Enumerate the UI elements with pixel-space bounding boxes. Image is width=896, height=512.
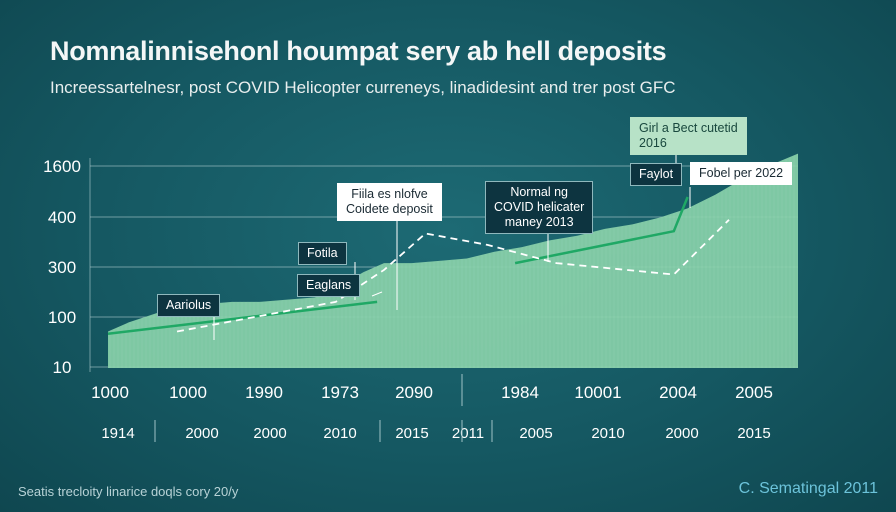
x-tick-label: 10001 [574, 383, 621, 402]
y-tick-label: 1600 [43, 157, 81, 176]
annotation-faylot: Faylot [630, 163, 683, 186]
x-tick-label: 2005 [519, 425, 552, 442]
y-tick-label: 300 [48, 258, 76, 277]
x-tick-label: 2010 [591, 425, 624, 442]
annotation-normaling: Normal ng COVID helicater maney 2013 [485, 181, 594, 234]
y-tick-label: 400 [48, 208, 76, 227]
x-tick-label: 2090 [395, 383, 433, 402]
page-subtitle: Increessartelnesr, post COVID Helicopter… [50, 78, 676, 97]
x-tick-label: 1000 [169, 383, 207, 402]
annotation-girla: Girl a Bect cutetid 2016 [630, 117, 747, 155]
x-tick-label: 2011 [452, 425, 484, 442]
y-tick-label: 10 [53, 358, 72, 377]
x-tick-label: 1984 [501, 383, 539, 402]
x-tick-label: 1990 [245, 383, 283, 402]
y-tick-label: 100 [48, 308, 76, 327]
annotation-leader [371, 291, 383, 297]
solid-line-series [107, 300, 378, 336]
x-tick-label: 1000 [91, 383, 129, 402]
x-tick-label: 2005 [735, 383, 773, 402]
x-tick-label: 1914 [101, 425, 134, 442]
annotation-eaglans: Eaglans [297, 274, 361, 297]
footer-credit: C. Sematingal 2011 [738, 480, 878, 497]
x-tick-label: 2000 [185, 425, 218, 442]
tick-layer: 10 100 300 400 1600 1000 1000 1990 1973 2090 1984 1… [43, 157, 773, 442]
x-tick-label: 1973 [321, 383, 359, 402]
x-tick-label: 2004 [659, 383, 697, 402]
x-tick-label: 2000 [253, 425, 286, 442]
footer-source: Seatis trecloity linarice doqls cory 20/… [18, 484, 239, 499]
annotation-fotila: Fotila [298, 242, 347, 265]
annotation-fiila: Fiila es nlofve Coidete deposit [337, 183, 442, 221]
annotation-aariolus: Aariolus [157, 294, 221, 317]
x-tick-label: 2000 [665, 425, 698, 442]
x-tick-label: 2015 [395, 425, 428, 442]
page-title: Nomnalinnisehonl houmpat sery ab hell de… [50, 36, 667, 66]
annotation-fobel: Fobel per 2022 [690, 162, 793, 185]
x-tick-label: 2010 [323, 425, 356, 442]
solid-line-series [514, 196, 689, 265]
x-tick-label: 2015 [737, 425, 770, 442]
